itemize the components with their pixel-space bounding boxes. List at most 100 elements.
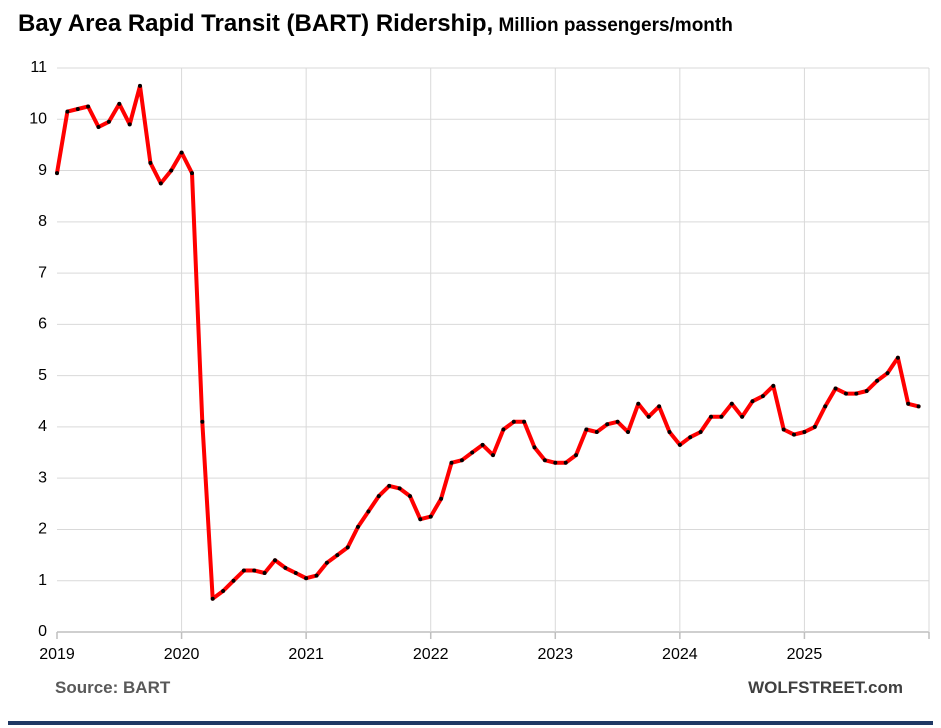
data-point-marker [55,171,59,176]
data-point-marker [480,442,485,447]
data-point-marker [335,553,340,558]
chart-title-sub: Million passengers/month [493,15,733,36]
data-point-marker [65,109,70,114]
y-axis-tick-label: 1 [38,572,47,589]
y-axis-tick-label: 10 [29,110,47,127]
data-point-marker [366,509,371,514]
y-axis-tick-label: 11 [30,59,47,76]
data-point-marker [117,101,122,106]
data-point-marker [875,378,880,383]
x-axis-tick-label: 2021 [288,646,324,663]
ridership-line-series [55,83,921,601]
data-point-marker [885,371,890,376]
data-point-marker [729,401,734,406]
data-point-marker [397,486,402,491]
data-point-marker [688,435,693,440]
data-point-marker [148,160,153,165]
x-axis-tick-label: 2023 [537,646,573,663]
data-point-marker [626,430,630,434]
y-axis-tick-label: 2 [38,521,47,538]
line-chart: 0 1 2 3 4 5 6 7 8 9 10 11 2019 2020 2021 2022 2023 2024 20… [29,59,930,663]
data-point-marker [470,450,475,455]
data-point-marker [501,427,506,432]
data-point-marker [594,430,599,434]
data-point-marker [792,432,796,437]
data-point-marker [356,524,360,529]
data-point-marker [210,596,215,601]
y-axis-tick-label: 0 [38,623,47,640]
data-point-marker [169,168,174,173]
data-point-marker [75,107,80,111]
data-point-marker [231,578,236,583]
data-point-marker [532,445,537,450]
data-point-marker [293,571,298,575]
data-point-marker [252,568,257,573]
data-point-marker [387,483,392,488]
data-point-marker [283,565,288,570]
data-point-marker [812,424,817,429]
y-axis-tick-label: 7 [38,264,47,281]
y-axis-tick-label: 6 [38,316,47,333]
data-point-marker [709,414,713,419]
data-point-marker [854,391,859,396]
data-point-marker [418,517,423,522]
data-point-marker [781,427,786,432]
data-point-marker [636,401,641,406]
source-label: Source: BART [55,678,171,697]
data-point-marker [823,404,828,409]
data-point-marker [605,422,610,427]
data-point-marker [96,125,101,129]
data-point-marker [646,414,651,419]
x-axis-tick-label: 2024 [662,646,698,663]
x-axis-tick-label: 2022 [413,646,449,663]
data-point-marker [740,414,745,419]
chart-title-main: Bay Area Rapid Transit (BART) Ridership, [18,10,494,37]
data-point-marker [584,427,589,432]
wolfstreet-label: WOLFSTREET.com [748,678,903,697]
data-point-marker [428,514,433,519]
data-point-marker [563,460,568,465]
data-point-marker [864,389,869,393]
data-point-marker [106,119,111,124]
data-point-marker [376,494,381,499]
data-point-marker [771,383,776,388]
data-point-marker [190,171,194,176]
x-axis-tick-label: 2020 [164,646,200,663]
data-point-marker [522,419,527,424]
data-point-marker [802,430,807,434]
data-point-marker [408,494,412,499]
data-point-marker [459,458,464,463]
data-point-marker [657,404,662,409]
data-point-marker [833,386,838,391]
x-axis-tick-label: 2025 [787,646,823,663]
data-point-marker [760,394,765,399]
data-point-marker [127,122,132,127]
bottom-accent-bar [8,721,933,725]
x-axis-tick-label: 2019 [39,646,75,663]
data-point-marker [345,545,350,550]
data-point-marker [574,453,578,458]
y-axis-tick-label: 9 [38,162,47,179]
data-point-marker [719,414,724,419]
data-point-marker [179,150,184,155]
data-point-marker [542,458,547,463]
data-point-marker [221,589,226,593]
data-point-marker [304,576,309,581]
data-point-marker [439,496,444,501]
data-point-marker [667,430,672,434]
chart-footer: Source: BART WOLFSTREET.com [0,670,941,698]
data-point-marker [615,419,620,424]
data-point-marker [491,453,495,458]
chart-title: Bay Area Rapid Transit (BART) Ridership,… [0,0,941,50]
data-point-marker [314,573,319,578]
data-point-marker [677,442,682,447]
data-point-marker [262,571,267,575]
data-point-marker [449,460,454,465]
data-point-marker [553,460,558,465]
data-point-marker [698,430,703,434]
data-point-marker [895,355,900,360]
y-axis-tick-label: 4 [38,418,47,435]
y-axis-tick-label: 5 [38,367,47,384]
y-axis-tick-label: 3 [38,469,47,486]
